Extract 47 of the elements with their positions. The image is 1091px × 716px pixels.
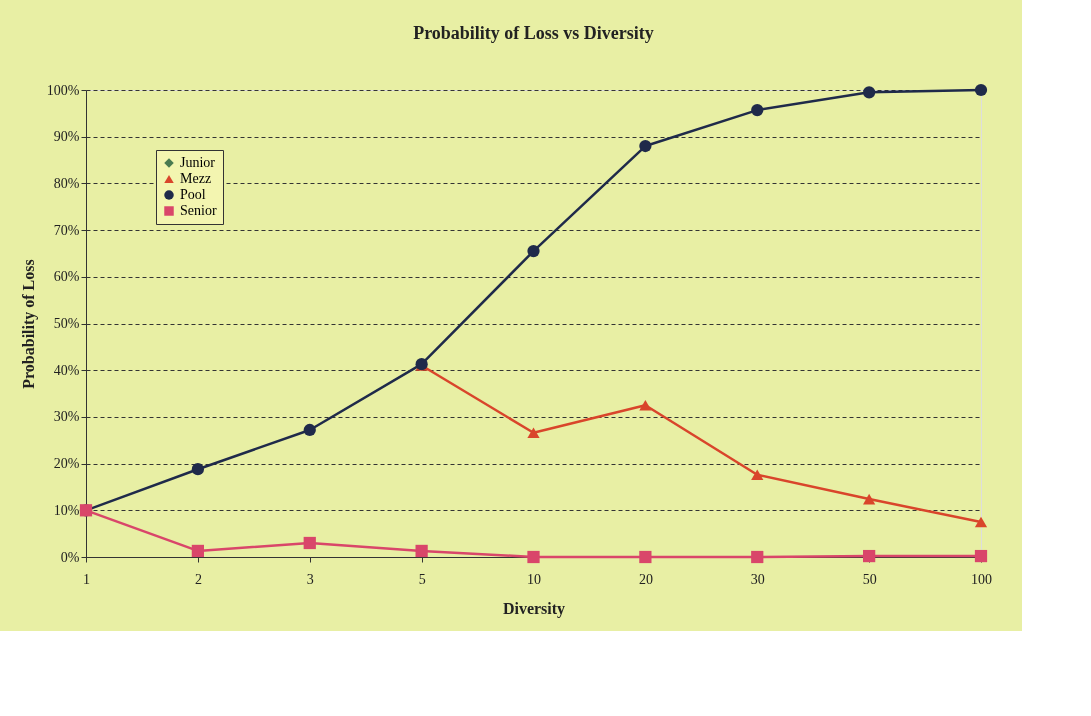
y-axis-title: Probability of Loss bbox=[19, 259, 38, 389]
legend-label: Senior bbox=[180, 203, 217, 218]
point bbox=[751, 469, 764, 481]
y-tick-label: 40% bbox=[53, 362, 80, 378]
x-tick-label: 5 bbox=[418, 571, 426, 587]
y-tick-label: 100% bbox=[46, 82, 80, 98]
legend-label: Junior bbox=[180, 155, 216, 170]
point bbox=[527, 245, 540, 258]
point bbox=[191, 463, 204, 476]
point bbox=[863, 86, 876, 99]
point bbox=[191, 544, 204, 558]
legend-label: Pool bbox=[180, 187, 206, 202]
chart-title: Probability of Loss vs Diversity bbox=[413, 23, 654, 43]
y-tick-label: 50% bbox=[53, 316, 80, 331]
y-tick-label: 70% bbox=[53, 222, 80, 238]
x-tick-label: 3 bbox=[306, 571, 314, 587]
y-tick-label: 30% bbox=[53, 409, 80, 425]
y-tick-label: 80% bbox=[53, 175, 80, 191]
y-tick-label: 20% bbox=[53, 456, 80, 472]
point bbox=[639, 139, 652, 153]
point bbox=[639, 399, 652, 411]
point bbox=[751, 550, 764, 564]
point bbox=[974, 83, 988, 97]
x-tick-label: 20 bbox=[638, 571, 653, 587]
y-tick-label: 90% bbox=[53, 129, 80, 145]
x-tick-label: 30 bbox=[750, 571, 765, 587]
point bbox=[415, 544, 428, 558]
x-tick-label: 1 bbox=[83, 571, 90, 587]
point bbox=[527, 427, 540, 439]
point bbox=[751, 103, 764, 117]
point bbox=[974, 549, 988, 563]
x-tick-label: 50 bbox=[862, 571, 877, 587]
y-tick-label: 10% bbox=[53, 502, 80, 518]
x-axis-title: Diversity bbox=[502, 599, 566, 618]
point bbox=[303, 536, 316, 550]
point bbox=[303, 423, 316, 437]
point bbox=[863, 549, 876, 563]
x-tick-label: 100 bbox=[971, 571, 992, 587]
x-tick-label: 2 bbox=[194, 571, 202, 587]
legend-label: Mezz bbox=[180, 171, 212, 186]
point bbox=[863, 493, 876, 505]
y-tick-label: 60% bbox=[53, 269, 80, 285]
point bbox=[974, 516, 988, 528]
y-tick-label: 0% bbox=[60, 549, 80, 565]
x-tick-label: 10 bbox=[527, 571, 541, 587]
point bbox=[639, 550, 652, 564]
point bbox=[527, 550, 540, 564]
